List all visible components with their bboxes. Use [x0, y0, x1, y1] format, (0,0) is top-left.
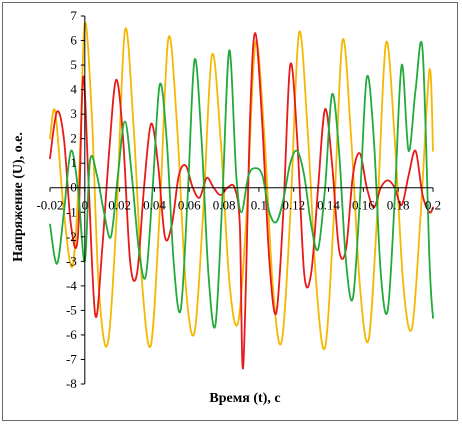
y-tick-label: -1: [66, 204, 77, 219]
x-tick-label: 0.04: [143, 198, 166, 213]
y-tick-label: -6: [66, 327, 77, 342]
y-tick-label: -7: [66, 351, 77, 366]
x-tick-label: 0.2: [425, 198, 441, 213]
axis-layer: -8-7-6-5-4-3-2-101234567-0.0200.020.040.…: [36, 8, 441, 391]
x-tick-label: -0.02: [36, 198, 63, 213]
x-tick-label: 0.1: [251, 198, 267, 213]
series-layer: [49, 21, 434, 370]
y-tick-label: 3: [70, 106, 77, 121]
x-tick-label: 0.14: [317, 198, 340, 213]
y-tick-label: 7: [70, 8, 77, 23]
x-tick-label: 0.08: [213, 198, 236, 213]
y-tick-label: 1: [70, 155, 77, 170]
x-axis-title: Время (t), с: [209, 391, 280, 406]
y-tick-label: 4: [70, 82, 77, 97]
series-line-3: [49, 40, 434, 329]
y-tick-label: -2: [66, 229, 77, 244]
x-tick-label: 0.12: [282, 198, 305, 213]
y-tick-label: -5: [66, 302, 77, 317]
y-tick-label: -3: [66, 253, 77, 268]
x-tick-label: 0.02: [108, 198, 131, 213]
x-tick-label: 0.18: [387, 198, 410, 213]
x-tick-label: 0.06: [178, 198, 201, 213]
y-tick-label: -4: [66, 278, 77, 293]
x-tick-label: 0: [82, 198, 89, 213]
x-tick-label: 0.16: [352, 198, 375, 213]
series-line-1: [49, 21, 434, 351]
y-tick-label: -8: [66, 376, 77, 391]
y-axis-title: Напряжение (U), о.е.: [11, 132, 26, 262]
y-tick-label: 6: [70, 33, 77, 48]
y-tick-label: 2: [70, 131, 77, 146]
y-tick-label: 5: [70, 57, 77, 72]
